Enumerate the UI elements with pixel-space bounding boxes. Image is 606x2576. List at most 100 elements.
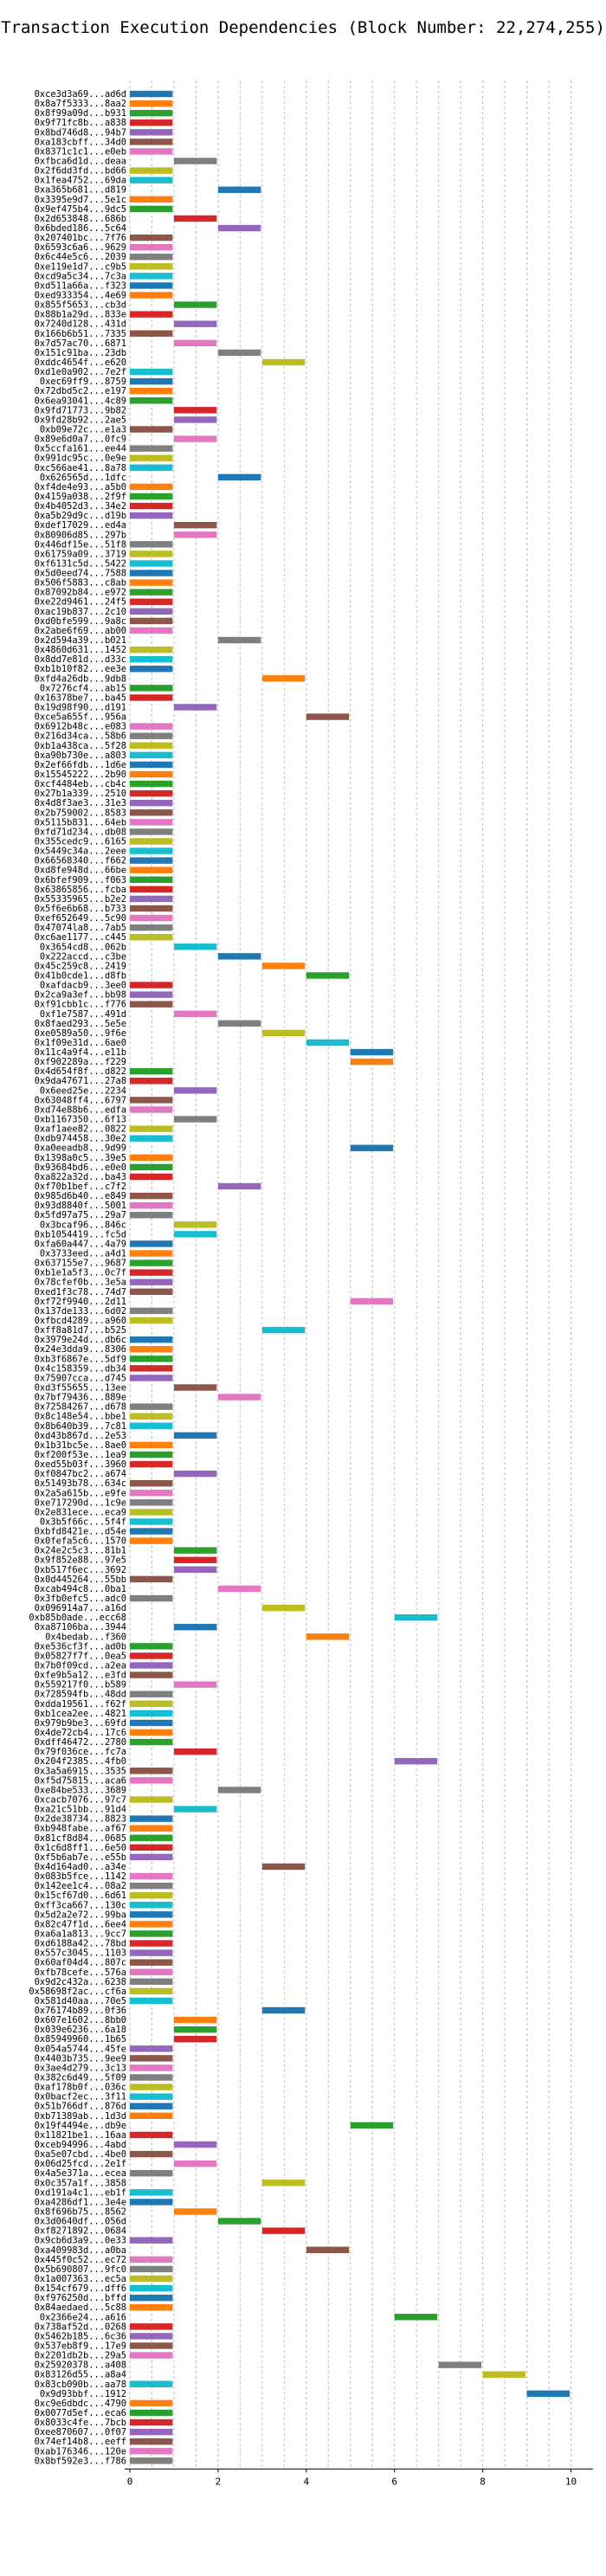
y-tick-label: 0xe119e1d7...c9b5 [35, 261, 126, 272]
y-tick-label: 0xb1cea2ee...4821 [35, 1709, 126, 1719]
y-tick-label: 0xfbcd4289...a960 [35, 1316, 126, 1326]
y-tick-label: 0xf8271892...0684 [35, 2226, 126, 2237]
y-tick-label: 0x3654cd8...062b [40, 942, 126, 952]
dependency-bar [173, 1547, 217, 1554]
y-tick-label: 0x45c259c8...2419 [35, 961, 126, 971]
x-tick-label: 2 [216, 2476, 222, 2487]
y-tick-label: 0x51493b78...634c [35, 1478, 126, 1489]
y-tick-label: 0x9ef475b4...9dc5 [35, 204, 126, 215]
dependency-bar [130, 789, 173, 797]
dependency-bar [173, 521, 217, 529]
y-tick-label: 0xf5d75815...aca6 [35, 1775, 126, 1786]
dependency-bar [130, 2448, 173, 2455]
dependency-bar [130, 1154, 173, 1162]
y-tick-label: 0xc566ae41...8a78 [35, 463, 126, 473]
dependency-bar [130, 1365, 173, 1372]
y-tick-label: 0x4403b735...9ee9 [35, 2053, 126, 2064]
dependency-bar [130, 617, 173, 625]
y-tick-label: 0x9fd28b92...2ae5 [35, 415, 126, 425]
dependency-bar [306, 1633, 350, 1640]
y-tick-label: 0x6bfef909...f063 [35, 875, 126, 886]
dependency-bar [130, 282, 173, 289]
dependency-bar [261, 1029, 306, 1037]
y-tick-label: 0x3733eed...a4d1 [40, 1249, 126, 1259]
y-tick-label: 0x05827f7f...0ea5 [35, 1651, 126, 1661]
y-tick-label: 0x166b6b51...7335 [35, 329, 126, 339]
dependency-bar [130, 694, 173, 701]
y-tick-label: 0x2de38734...8823 [35, 1814, 126, 1825]
y-tick-label: 0x4d164ad0...a34e [35, 1862, 126, 1872]
y-tick-label: 0x7bf79436...889e [35, 1393, 126, 1403]
dependency-bar [130, 2150, 173, 2158]
dependency-bar [173, 531, 217, 538]
dependency-bar [130, 2064, 173, 2071]
y-tick-label: 0xa21c51bb...91d4 [35, 1805, 126, 1815]
y-tick-label: 0x85949960...1b65 [35, 2034, 126, 2045]
dependency-bar [173, 2208, 217, 2215]
dependency-bar [130, 1968, 173, 1975]
y-tick-label: 0x9d93bbf...1912 [40, 2389, 126, 2399]
dependency-bar [130, 1307, 173, 1315]
x-tick-label: 10 [565, 2476, 577, 2487]
dependency-bar [130, 2352, 173, 2359]
y-tick-label: 0xb517f6ec...3692 [35, 1565, 126, 1575]
y-tick-label: 0x84aedaed...5c88 [35, 2302, 126, 2313]
y-tick-label: 0xdb974458...30e2 [35, 1134, 126, 1144]
dependency-bar [130, 751, 173, 759]
y-tick-label: 0x4c158359...db34 [35, 1363, 126, 1374]
y-tick-label: 0x9f852e88...97e5 [35, 1555, 126, 1566]
y-tick-label: 0x61759a09...3719 [35, 549, 126, 559]
dependency-bar [130, 1537, 173, 1544]
y-tick-label: 0xf70b1bef...c7f2 [35, 1182, 126, 1192]
y-tick-label: 0xed1f3c78...74d7 [35, 1287, 126, 1298]
dependency-bar [130, 2170, 173, 2177]
dependency-bar [130, 2093, 173, 2100]
y-tick-label: 0x3a5a6915...3535 [35, 1766, 126, 1776]
dependency-bar [130, 1001, 173, 1008]
dependency-bar [173, 2025, 217, 2033]
y-tick-label: 0xee870607...0f07 [35, 2427, 126, 2438]
y-tick-label: 0xce5a655f...956a [35, 712, 126, 723]
dependency-bar [130, 196, 173, 203]
dependency-bar [130, 1575, 173, 1583]
dependency-bar [130, 148, 173, 155]
dependency-bar [130, 876, 173, 883]
dependency-bar [130, 1403, 173, 1410]
dependency-bar [130, 2237, 173, 2244]
y-tick-label: 0x1c6d8ff1...6e50 [35, 1843, 126, 1853]
y-tick-label: 0x4159a038...2f9f [35, 492, 126, 502]
y-tick-label: 0xed55b03f...3960 [35, 1459, 126, 1470]
y-tick-label: 0x9fd71773...9b82 [35, 405, 126, 415]
y-tick-label: 0x446df15e...51f8 [35, 539, 126, 550]
y-tick-label: 0x8371c1c1...e0eb [35, 146, 126, 157]
y-tick-label: 0x0d445264...55bb [35, 1575, 126, 1585]
y-tick-label: 0xc9e6dbdc...4790 [35, 2399, 126, 2409]
y-tick-label: 0xbfd8421e...d54e [35, 1527, 126, 1537]
y-tick-label: 0xfa60a447...4a79 [35, 1239, 126, 1249]
dependency-bar [394, 2314, 438, 2321]
y-tick-label: 0x3395e9d7...5e1c [35, 195, 126, 205]
dependency-bar [217, 473, 261, 481]
y-tick-label: 0x5b690807...9fc0 [35, 2264, 126, 2275]
dependency-bar [130, 685, 173, 692]
y-tick-label: 0x979b9be3...69fd [35, 1718, 126, 1729]
dependency-bar [130, 598, 173, 605]
dependency-bar [130, 982, 173, 989]
y-tick-label: 0xaf178b0f...036c [35, 2083, 126, 2093]
dependency-bar [130, 1317, 173, 1324]
dependency-bar [130, 1288, 173, 1295]
y-tick-label: 0xb1054419...fc5d [35, 1229, 126, 1240]
x-tick-label: 6 [391, 2476, 397, 2487]
dependency-bar [130, 1872, 173, 1880]
y-tick-label: 0x738af52d...0268 [35, 2322, 126, 2332]
y-tick-label: 0x5462b185...6c36 [35, 2331, 126, 2341]
dependency-bar [130, 1891, 173, 1899]
y-tick-label: 0xa6a1a813...9cc7 [35, 1929, 126, 1939]
dependency-bar [130, 627, 173, 634]
y-tick-label: 0xe536cf3f...ad0b [35, 1641, 126, 1652]
y-tick-label: 0x76174b89...0f36 [35, 2006, 126, 2016]
y-tick-label: 0xb1e1a5f3...0c7f [35, 1268, 126, 1278]
dependency-bar [130, 1192, 173, 1200]
y-tick-label: 0x72584267...d678 [35, 1402, 126, 1413]
